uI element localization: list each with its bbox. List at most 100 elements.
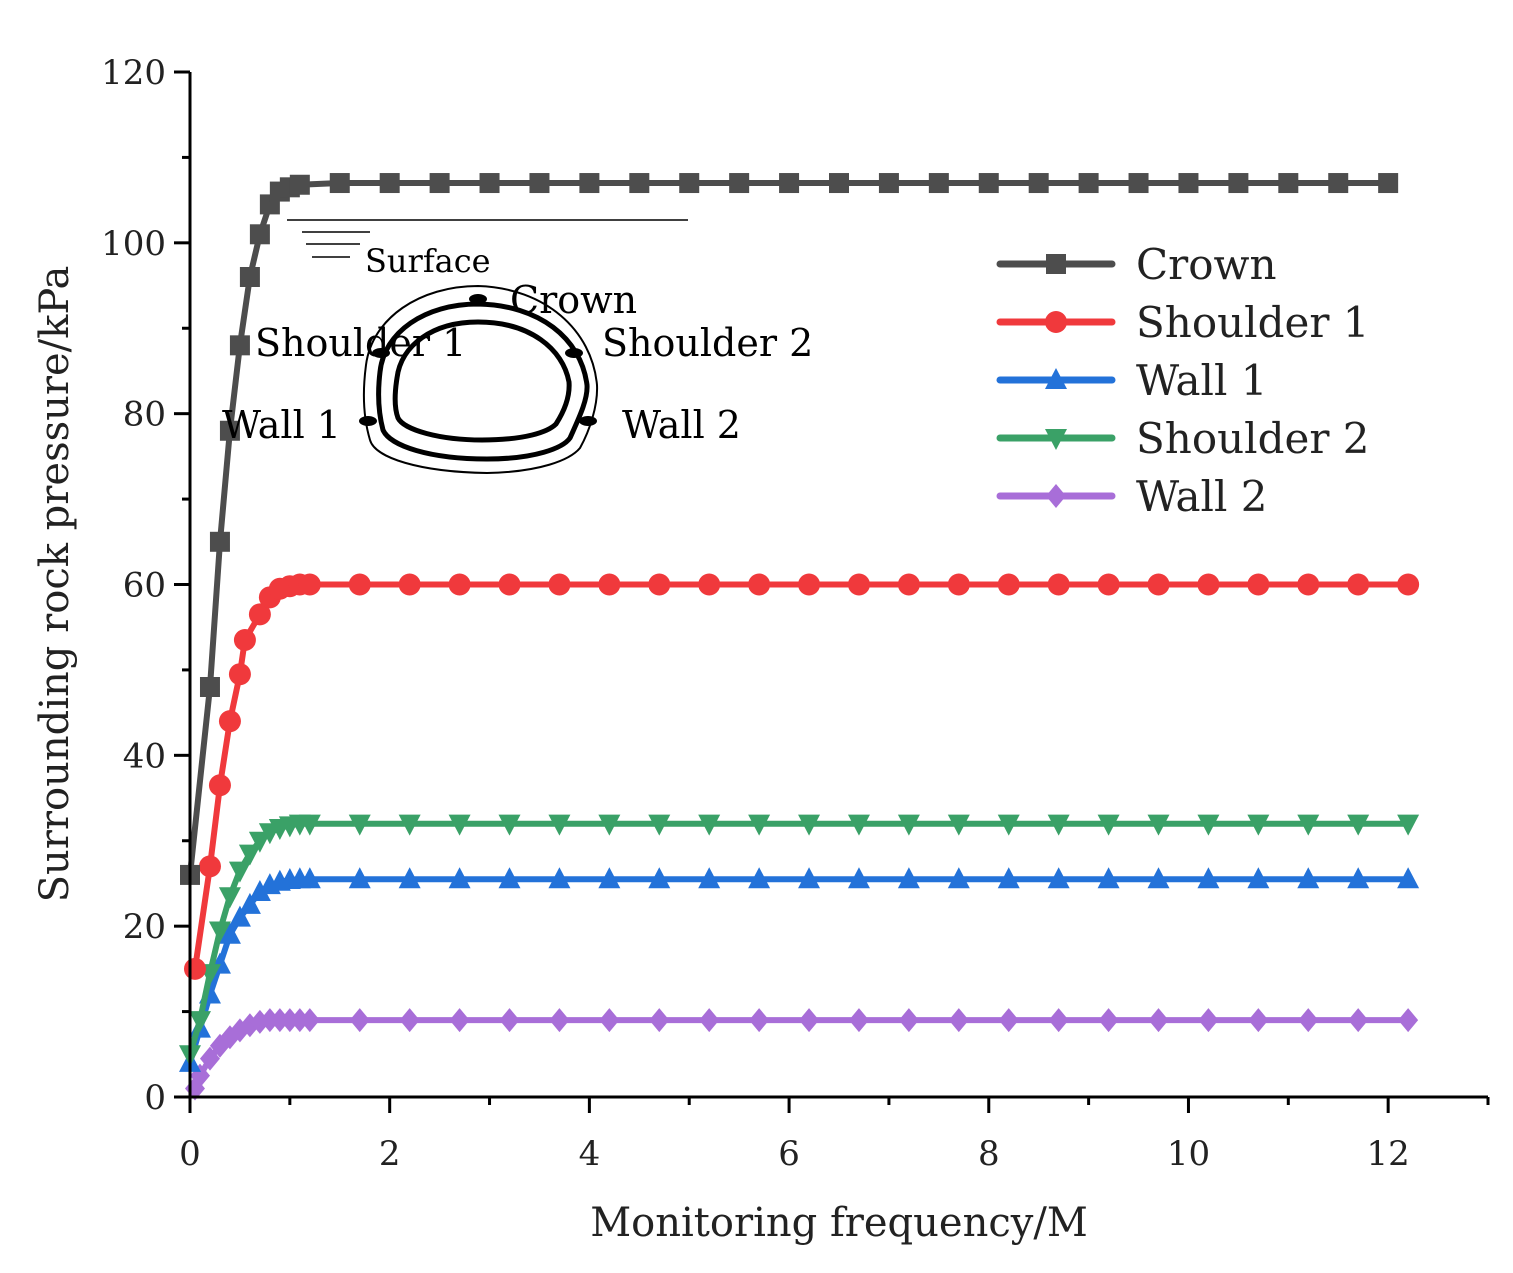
data-point [847,867,870,889]
data-point [748,573,771,596]
legend-marker [1046,484,1066,508]
legend-item: Shoulder 1 [996,298,1369,347]
data-point [847,814,870,836]
data-point [997,867,1020,889]
data-point [219,420,240,441]
data-point [448,867,471,889]
data-point [799,1008,820,1033]
data-point [1047,573,1070,596]
data-point [749,1008,770,1033]
y-axis-title: Surrounding rock pressure/kPa [32,266,78,903]
legend-marker [1045,429,1067,450]
data-point [198,855,221,878]
data-point [698,573,721,596]
data-point [239,267,260,287]
data-point [598,814,621,836]
data-point [798,814,821,836]
data-point [329,173,350,194]
data-point [1147,814,1170,836]
data-point [1147,573,1170,596]
data-point [1048,1008,1069,1033]
y-tick-label: 0 [144,1078,166,1118]
data-point [218,922,241,944]
data-point [1097,814,1120,836]
data-point [1098,1008,1119,1033]
data-point [629,173,650,194]
y-tick-label: 120 [101,53,166,93]
data-point [348,867,371,889]
data-point [1128,173,1149,194]
data-point [1397,814,1420,836]
data-point [1097,867,1120,889]
data-point [498,573,521,596]
data-point [698,814,721,836]
x-tick-label: 12 [1367,1134,1410,1174]
data-point [1197,814,1220,836]
crown-label: Crown [510,278,637,322]
data-point [498,867,521,889]
data-point [748,814,771,836]
data-point [228,861,251,883]
shoulder-1-point [372,348,390,358]
shoulder-2-label: Shoulder 2 [602,321,813,365]
data-point [248,880,271,901]
data-point [548,867,571,889]
legend-label: Shoulder 2 [1136,414,1369,463]
excavation-outline [362,284,599,475]
series-shoulder-1 [183,573,1420,980]
data-point [249,224,270,245]
data-point [848,1008,869,1033]
legend-item: Shoulder 2 [996,414,1369,463]
data-point [199,1046,220,1071]
y-tick-label: 40 [123,736,166,776]
data-point [548,573,571,596]
wall-2-label: Wall 2 [622,403,741,447]
data-point [1378,173,1399,194]
legend-label: Wall 2 [1136,472,1268,521]
data-point [1198,1008,1219,1033]
data-point [349,1008,370,1033]
data-point [579,173,600,194]
x-tick-label: 4 [579,1134,601,1174]
data-point [298,867,321,889]
data-point [648,814,671,836]
data-point [898,1008,919,1033]
data-point [1298,1008,1319,1033]
data-point [948,1008,969,1033]
x-tick-label: 10 [1167,1134,1210,1174]
data-point [479,173,500,194]
data-point [1348,1008,1369,1033]
series-line [192,581,1412,972]
data-point [1397,867,1420,889]
data-point [798,573,821,596]
data-point [289,174,310,195]
inset-labels: Crown Shoulder 1 Shoulder 2 Wall 1 Wall … [222,278,813,447]
data-point [549,1008,570,1033]
data-point [429,173,450,194]
data-point [188,1011,211,1033]
data-point [1197,867,1220,889]
data-point [748,867,771,889]
data-point [499,1008,520,1033]
data-point [679,173,700,194]
data-point [947,814,970,836]
data-point [248,831,271,853]
legend-label: Wall 1 [1136,356,1268,405]
data-point [298,573,321,596]
data-point [1278,173,1299,194]
data-point [398,867,421,889]
data-point [698,867,721,889]
data-point [229,335,250,356]
data-point [348,814,371,836]
data-point [1297,573,1320,596]
legend-item: Wall 2 [996,472,1268,521]
data-point [897,573,920,596]
legend-item: Crown [996,240,1277,289]
y-tick-label: 80 [123,395,166,435]
shoulder-2-point [565,348,583,358]
y-tick-label: 60 [123,566,166,606]
series-crown [180,173,1399,885]
data-point [897,814,920,836]
data-point [1078,173,1099,194]
data-point [1247,814,1270,836]
